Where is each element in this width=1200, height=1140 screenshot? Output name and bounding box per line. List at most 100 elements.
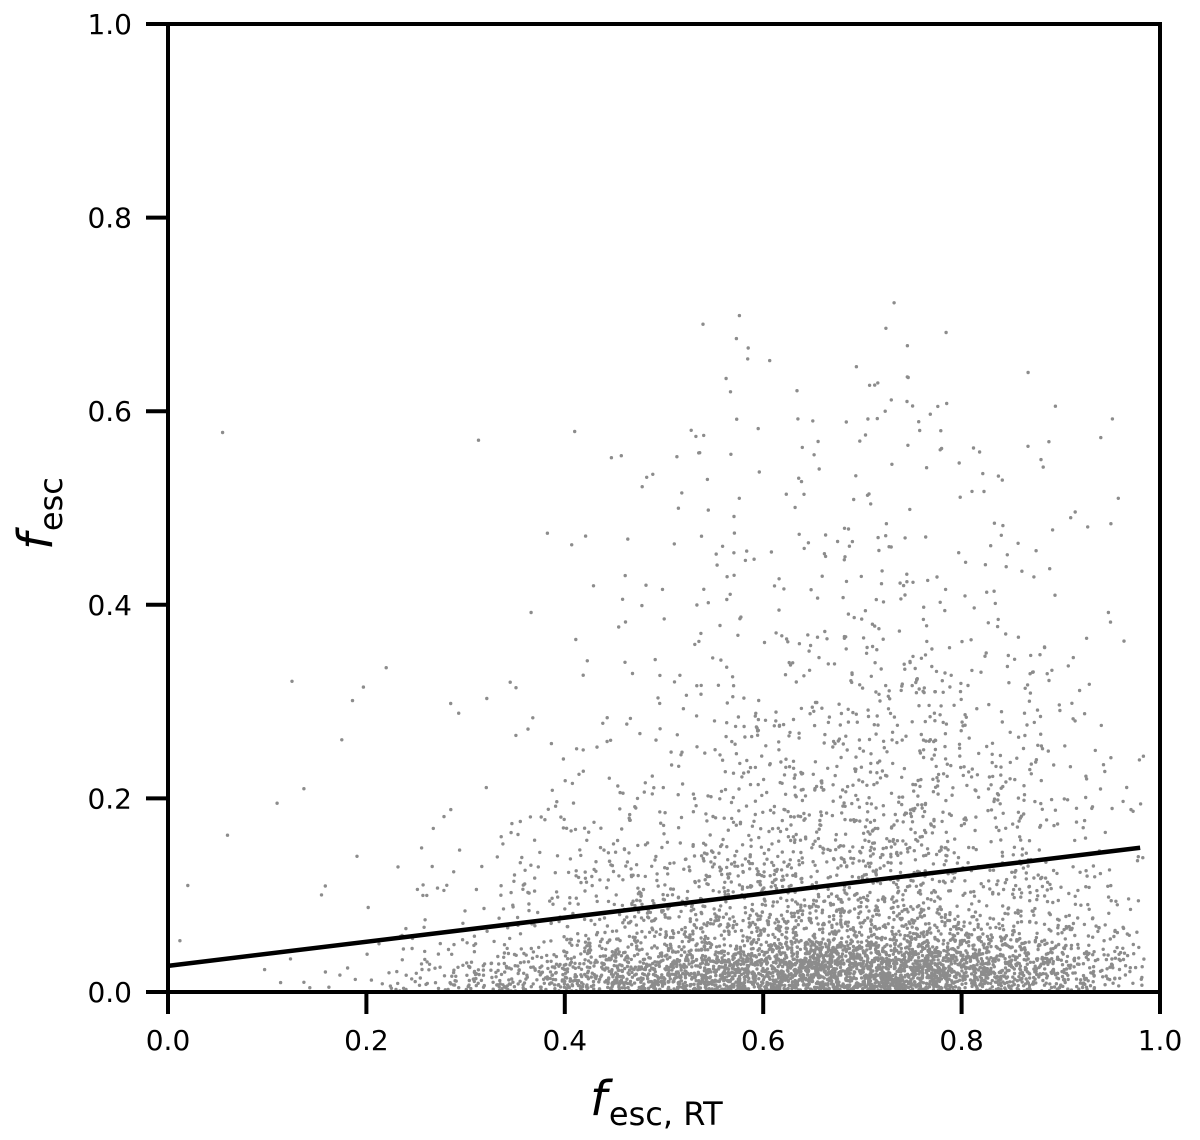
scatter-point [783,792,788,796]
scatter-point [885,750,889,754]
scatter-point [753,976,757,980]
scatter-point [974,847,978,852]
scatter-point [852,956,856,961]
scatter-point [1017,975,1021,979]
scatter-point [1045,672,1049,676]
scatter-point [826,894,831,899]
scatter-point [762,886,766,890]
scatter-point [777,926,781,931]
scatter-point [1028,972,1032,976]
scatter-point [1092,973,1096,978]
scatter-point [733,742,737,746]
scatter-point [906,934,910,938]
scatter-point [828,901,833,905]
scatter-point [605,886,609,890]
scatter-point [1063,744,1067,748]
scatter-point [837,737,842,741]
scatter-point [1020,980,1024,984]
scatter-point [688,938,693,942]
scatter-point [844,954,848,958]
scatter-point [933,785,938,789]
scatter-point [694,714,699,718]
scatter-point [635,796,640,801]
scatter-point [806,968,810,972]
scatter-point [1024,851,1029,855]
scatter-point [875,969,879,973]
scatter-point [845,928,849,933]
scatter-point [747,916,751,921]
scatter-point [1045,899,1050,904]
scatter-point [713,952,717,957]
scatter-point [851,944,856,949]
scatter-point [1021,984,1026,988]
scatter-point [1026,957,1030,961]
scatter-point [824,811,829,815]
scatter-point [1044,981,1048,985]
scatter-point [742,944,747,948]
scatter-point [621,951,626,955]
scatter-point [999,977,1003,981]
scatter-point [848,849,852,854]
scatter-point [538,973,542,977]
scatter-point [625,964,630,969]
scatter-point [551,902,555,906]
scatter-point [653,960,657,964]
scatter-point [793,785,797,789]
scatter-point [670,929,675,933]
scatter-point [690,965,694,969]
scatter-point [1062,797,1067,801]
scatter-point [1003,911,1007,916]
scatter-point [942,938,946,943]
scatter-point [996,892,1001,896]
scatter-point [610,985,614,989]
scatter-point [646,915,650,919]
scatter-point [1024,954,1029,958]
scatter-point [687,962,691,966]
scatter-point [840,936,844,940]
scatter-point [640,902,644,906]
scatter-point [956,945,960,950]
scatter-point [1039,778,1044,783]
scatter-point [997,983,1001,987]
scatter-point [1056,926,1060,930]
scatter-point [944,830,948,834]
scatter-point [839,898,843,902]
scatter-point [548,970,553,974]
scatter-point [740,885,745,889]
scatter-point [489,961,494,965]
scatter-point [685,889,690,894]
scatter-point [993,959,997,963]
scatter-point [864,872,868,877]
scatter-point [994,825,999,829]
scatter-point [1051,969,1056,974]
scatter-point [1008,980,1012,984]
scatter-point [724,734,728,739]
scatter-point [795,958,799,962]
scatter-point [940,919,944,924]
scatter-point [685,953,690,957]
scatter-point [959,928,964,932]
scatter-point [918,751,923,755]
scatter-point [620,597,625,601]
scatter-point [595,745,599,749]
scatter-point [895,723,900,727]
scatter-point [926,948,930,953]
scatter-point [1078,870,1082,874]
scatter-point [472,969,477,974]
scatter-point [876,980,880,984]
scatter-point [1021,746,1026,751]
scatter-point [867,941,871,945]
scatter-point [527,902,531,906]
scatter-point [732,919,737,924]
scatter-point [896,891,900,895]
scatter-point [965,951,969,955]
scatter-point [1013,949,1018,953]
scatter-point [649,966,654,970]
scatter-point [522,981,527,985]
scatter-point [419,962,424,966]
scatter-point [726,951,730,956]
scatter-point [538,850,542,855]
scatter-point [773,868,777,873]
scatter-point [717,944,722,948]
scatter-point [764,940,769,944]
